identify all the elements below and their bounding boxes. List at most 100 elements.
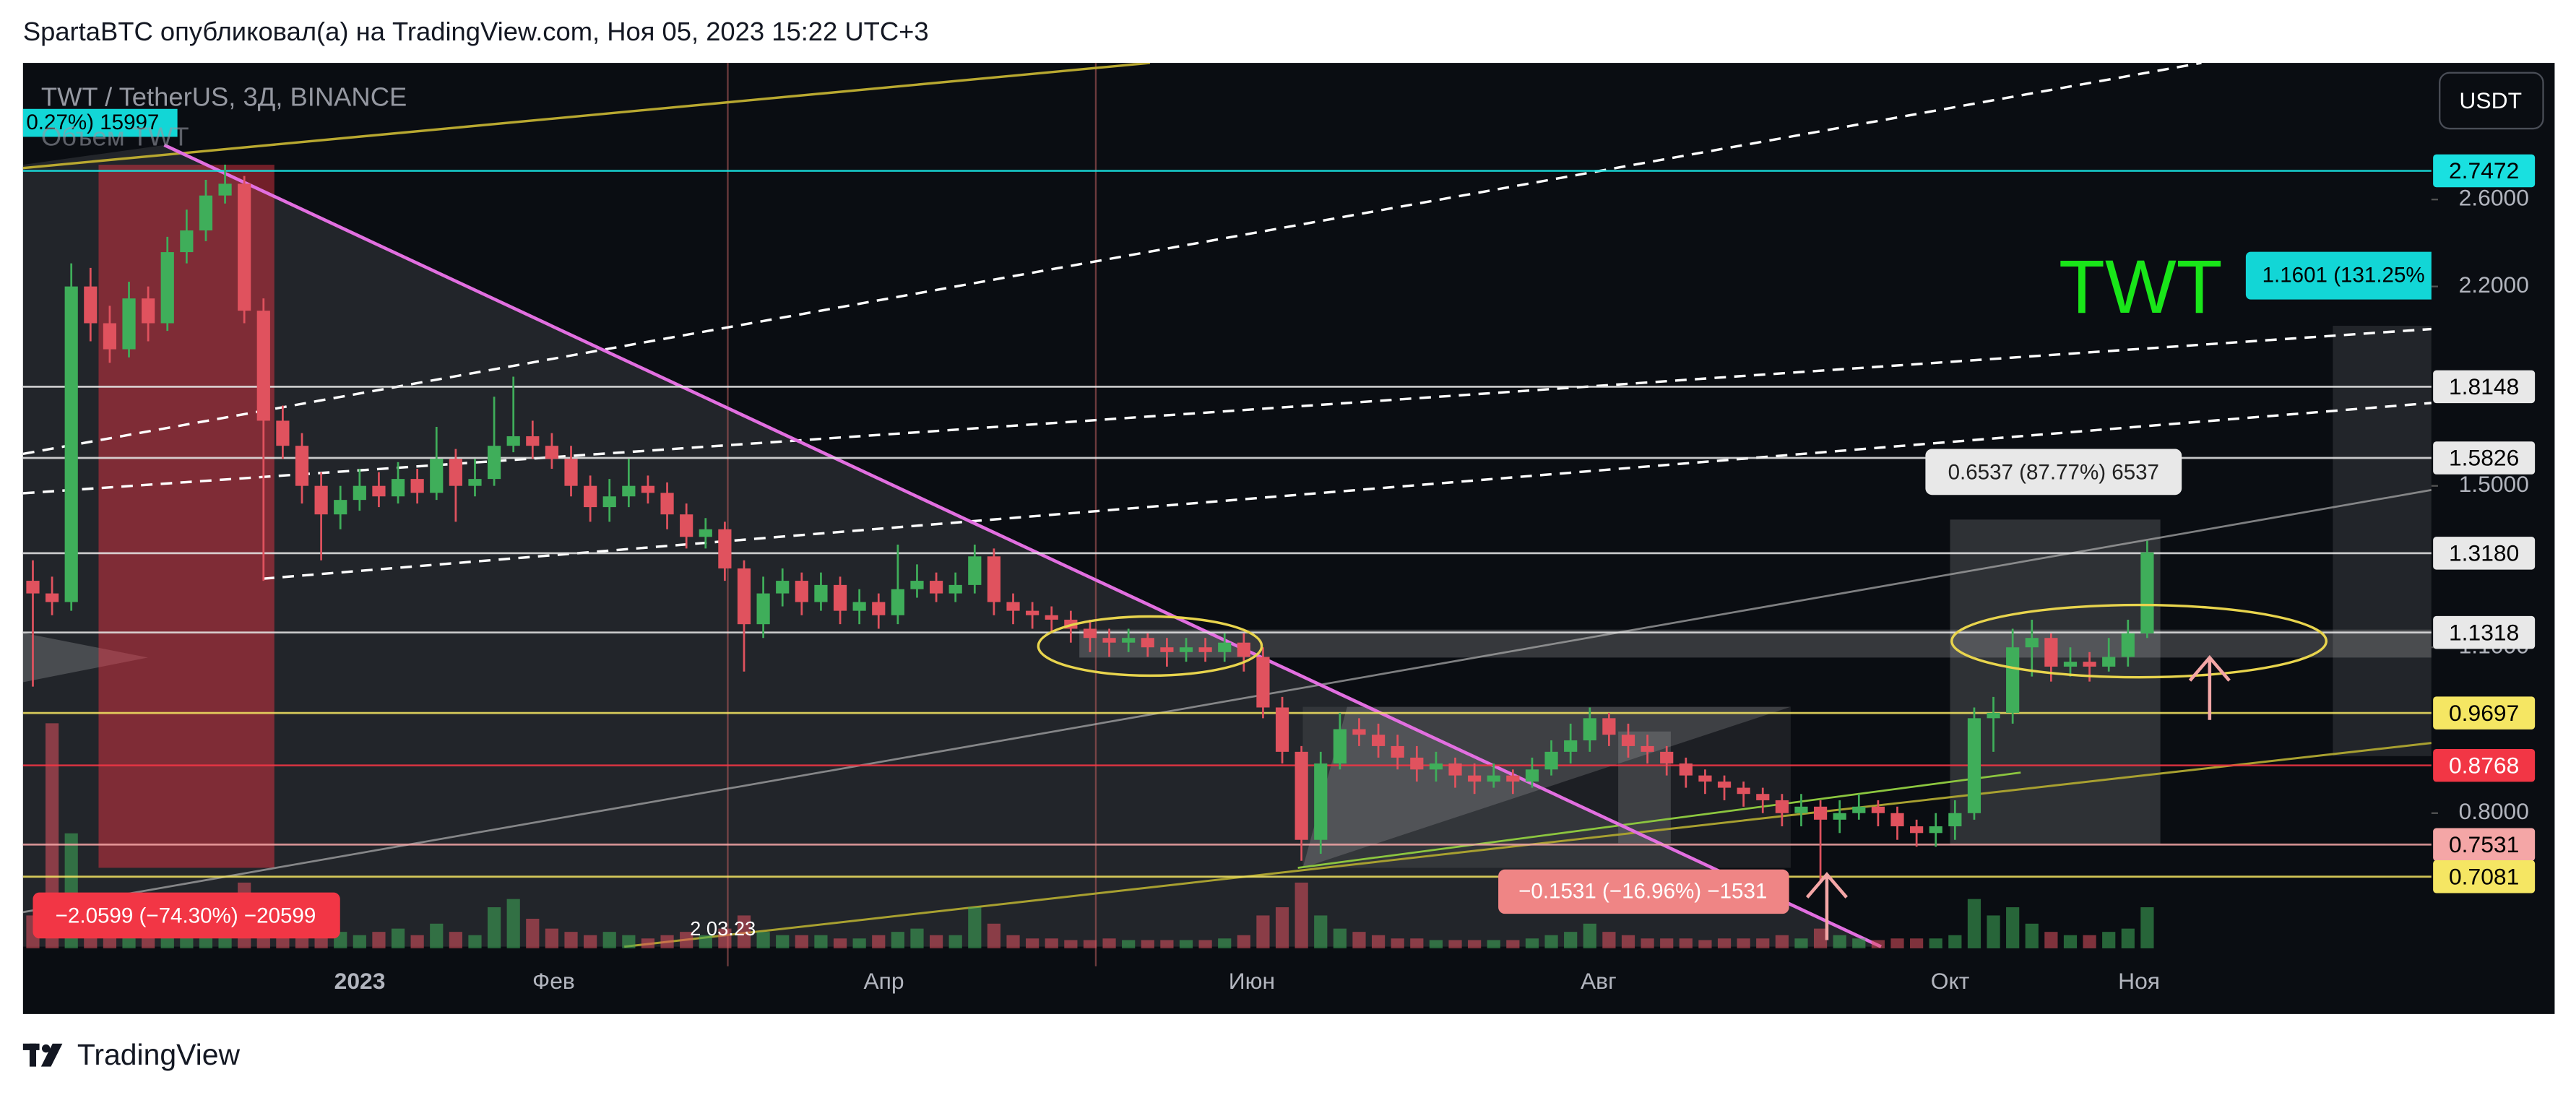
trend-line [1297,771,2021,869]
price-level-label: 0.8768 [2449,752,2519,778]
volume-bar [1083,940,1097,948]
volume-bar [353,935,366,948]
candle-body [1045,615,1058,620]
candle-body [238,183,251,311]
volume-bar [1717,938,1732,948]
highlight-ellipse [1950,603,2328,679]
volume-bar [1602,932,1616,948]
trend-line [22,489,2432,914]
candle-body [1102,638,1116,643]
candle-body [1506,775,1520,782]
volume-bar [1487,940,1500,948]
price-level-label: 0.7531 [2449,831,2519,857]
candle-body [1641,745,1654,752]
candle-body [1910,826,1924,834]
volume-bar [410,935,424,948]
volume-bar [584,935,597,948]
volume-bar [1698,940,1712,948]
candle-body [1275,707,1289,752]
candle-body [2044,638,2058,667]
volume-bar [1198,940,1212,948]
volume-bar [1525,938,1539,948]
volume-bar [852,938,866,948]
volume-bar [1179,940,1193,948]
volume-bar [1890,938,1904,948]
candle-body [1929,826,1942,834]
footer-brand: TradingView [77,1038,241,1071]
price-level-badge [2433,154,2536,188]
volume-bar [1045,938,1058,948]
candle-body [45,593,59,602]
candle-body [1237,642,1250,657]
footer-logo: TradingView [22,1038,241,1071]
volume-bar [1314,915,1328,948]
volume-bar [1621,935,1635,948]
candle-body [1583,718,1596,741]
candle-body [526,436,540,446]
price-level-badge [2433,441,2536,475]
volume-bar [814,935,828,948]
corner-label-bg [22,108,178,137]
trend-line [22,63,1151,170]
volume-bar [1468,940,1482,948]
candle-body [487,446,501,480]
candle-body [1006,602,1020,611]
candle-body [1487,775,1500,782]
price-level-label: 0.7081 [2449,863,2519,889]
volume-bar [622,935,636,948]
volume-bar [1237,935,1250,948]
candle-body [1333,729,1347,764]
candle-body [1852,806,1866,813]
chart-bg [22,63,2555,1014]
volume-bar [1391,938,1404,948]
candle-body [1160,647,1174,652]
candle-body [968,556,982,585]
candle-body [833,584,847,611]
candle-body [1141,638,1154,648]
candle-body [1756,794,1770,800]
candle-body [1295,751,1308,840]
candle-body [1429,763,1443,770]
candle-body [1352,729,1366,735]
volume-bar [2083,935,2096,948]
volume-bar [2044,932,2058,948]
volume-bar [872,935,886,948]
highlight-ellipse [1037,615,1263,678]
volume-bar [1756,938,1770,948]
candle-body [1371,735,1386,746]
candle-body [1602,718,1616,735]
candle-body [26,581,40,594]
volume-bar [2102,932,2116,948]
candle-body [1468,775,1482,782]
volume-bar [1641,938,1654,948]
volume-bar [1929,938,1942,948]
candle-body [1198,647,1212,652]
candle-body [449,459,462,486]
volume-bar [2006,907,2020,948]
logo-part [41,1044,51,1053]
candle-body [564,459,578,486]
currency-button[interactable] [2439,72,2544,130]
candle-body [1987,712,2000,719]
volume-legend: Объем TWT [41,121,189,151]
overlays: 0.27%) 15997 TWT 1.1601 (131.25% 0.6537 … [22,82,2432,940]
volume-bar [641,938,655,948]
volume-bar [776,935,790,948]
volume-bar [833,938,847,948]
volume-bar [430,923,444,948]
box-triangle [1302,706,1791,868]
candle-body [699,529,712,537]
candle-body [334,500,347,515]
candle-body [1794,806,1808,813]
candle-body [1890,813,1904,827]
measure-label-bg [1925,449,2182,495]
candle-body [468,479,482,486]
volume-bar [1141,940,1154,948]
dashed-line [262,402,2432,580]
volume-bar [391,928,405,948]
volume-bar [1564,932,1578,948]
candle-body [1564,740,1578,752]
candle-body [1698,775,1712,782]
candle-body [276,420,290,446]
candle-body [1544,751,1558,770]
